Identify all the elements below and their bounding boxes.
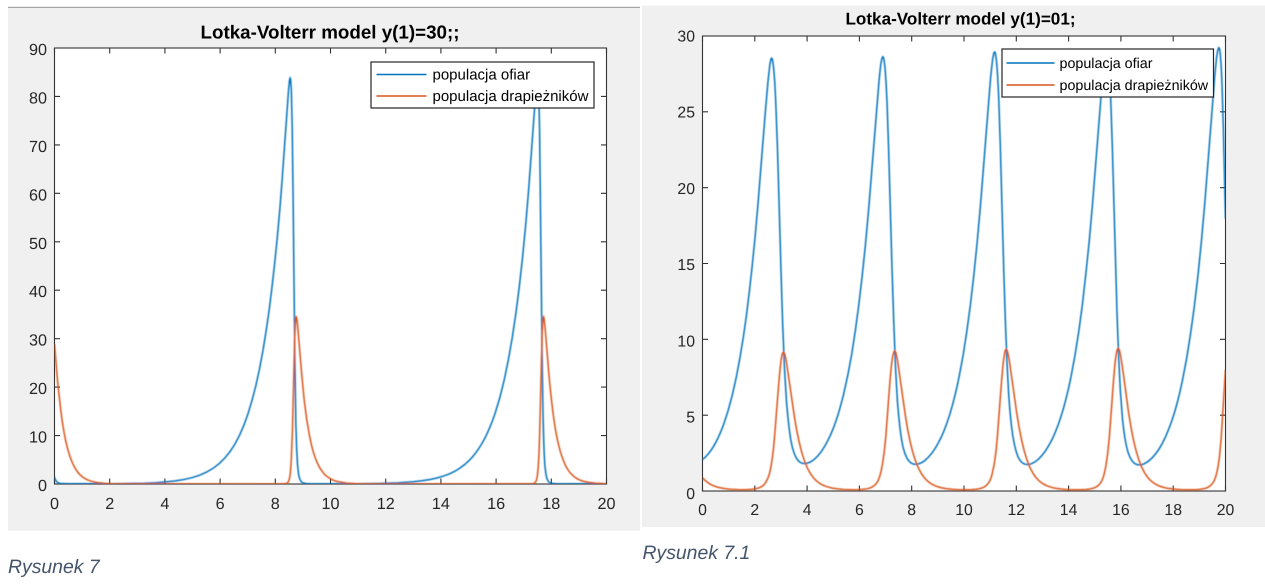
svg-text:20: 20	[677, 181, 695, 198]
svg-text:10: 10	[955, 502, 973, 519]
svg-text:0: 0	[38, 477, 47, 495]
svg-text:10: 10	[677, 333, 695, 350]
svg-text:50: 50	[29, 235, 47, 253]
svg-text:30: 30	[677, 28, 695, 45]
svg-text:populacja ofiar: populacja ofiar	[1060, 56, 1153, 72]
svg-text:15: 15	[677, 257, 695, 274]
svg-text:12: 12	[1008, 502, 1026, 519]
svg-text:5: 5	[686, 410, 695, 427]
svg-text:0: 0	[686, 486, 695, 503]
svg-text:14: 14	[432, 495, 450, 513]
svg-text:Rysunek 7: Rysunek 7	[8, 556, 101, 578]
svg-text:60: 60	[29, 186, 47, 204]
svg-text:0: 0	[698, 502, 707, 519]
svg-text:0: 0	[50, 495, 59, 513]
svg-text:70: 70	[29, 138, 47, 156]
svg-text:8: 8	[271, 495, 280, 513]
svg-text:16: 16	[487, 495, 505, 513]
svg-text:6: 6	[216, 495, 225, 513]
svg-text:16: 16	[1112, 502, 1130, 519]
svg-text:14: 14	[1060, 502, 1078, 519]
svg-text:20: 20	[1217, 502, 1235, 519]
svg-text:25: 25	[677, 105, 695, 122]
svg-text:2: 2	[750, 502, 759, 519]
svg-text:80: 80	[29, 89, 47, 107]
svg-text:18: 18	[1164, 502, 1182, 519]
svg-text:4: 4	[803, 502, 812, 519]
svg-text:2: 2	[105, 495, 114, 513]
svg-text:10: 10	[29, 429, 47, 447]
svg-text:40: 40	[29, 283, 47, 301]
svg-text:Rysunek 7.1: Rysunek 7.1	[643, 542, 751, 564]
svg-text:12: 12	[377, 495, 395, 513]
svg-text:8: 8	[907, 502, 916, 519]
svg-text:20: 20	[29, 380, 47, 398]
svg-text:populacja drapieżników: populacja drapieżników	[1060, 78, 1209, 94]
svg-text:populacja drapieżników: populacja drapieżników	[433, 88, 589, 105]
svg-text:90: 90	[29, 41, 47, 59]
svg-text:6: 6	[855, 502, 864, 519]
svg-text:populacja ofiar: populacja ofiar	[433, 67, 531, 84]
svg-text:18: 18	[542, 495, 560, 513]
svg-text:20: 20	[597, 495, 615, 513]
svg-text:10: 10	[321, 495, 339, 513]
svg-text:Lotka-Volterr model y(1)=30;;: Lotka-Volterr model y(1)=30;;	[201, 22, 460, 43]
svg-text:4: 4	[160, 495, 169, 513]
svg-text:30: 30	[29, 332, 47, 350]
svg-text:Lotka-Volterr model y(1)=01;: Lotka-Volterr model y(1)=01;	[845, 9, 1075, 28]
